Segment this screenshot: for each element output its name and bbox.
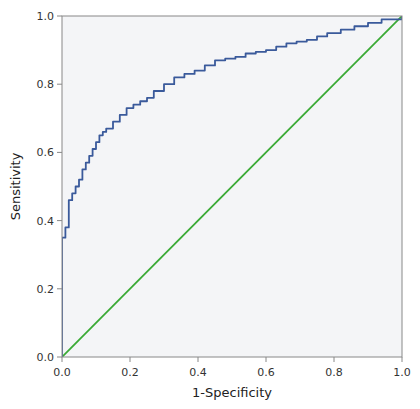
- x-axis-label: 1-Specificity: [192, 385, 272, 400]
- tick-label: 0.0: [37, 351, 55, 364]
- tick-label: 0.8: [325, 366, 343, 379]
- line: [62, 16, 402, 357]
- tick: [57, 84, 62, 85]
- tick-label: 0.4: [37, 215, 55, 228]
- plot-frame: [62, 16, 402, 357]
- tick-label: 0.6: [257, 366, 275, 379]
- lines: [62, 16, 402, 357]
- tick: [57, 288, 62, 289]
- tick: [402, 357, 403, 362]
- tick-label: 1.0: [37, 10, 55, 23]
- chart: 0.0 0.2 0.4 0.6 0.8 1.0 0.0 0.2 0.4 0.6 0.8 1.0 1-Sp…: [0, 0, 420, 409]
- tick: [130, 357, 131, 362]
- tick-label: 0.2: [37, 283, 55, 296]
- tick: [198, 357, 199, 362]
- tick: [57, 152, 62, 153]
- tick: [62, 357, 63, 362]
- tick-label: 0.8: [37, 78, 55, 91]
- tick: [57, 357, 62, 358]
- tick-label: 0.0: [53, 366, 71, 379]
- tick: [57, 16, 62, 17]
- line: [62, 16, 402, 357]
- tick: [334, 357, 335, 362]
- plot-area: [62, 16, 402, 357]
- tick-label: 0.2: [121, 366, 139, 379]
- tick-label: 1.0: [393, 366, 411, 379]
- y-axis-label: Sensitivity: [8, 152, 23, 220]
- tick: [57, 220, 62, 221]
- tick-label: 0.6: [37, 146, 55, 159]
- tick: [266, 357, 267, 362]
- tick-label: 0.4: [189, 366, 207, 379]
